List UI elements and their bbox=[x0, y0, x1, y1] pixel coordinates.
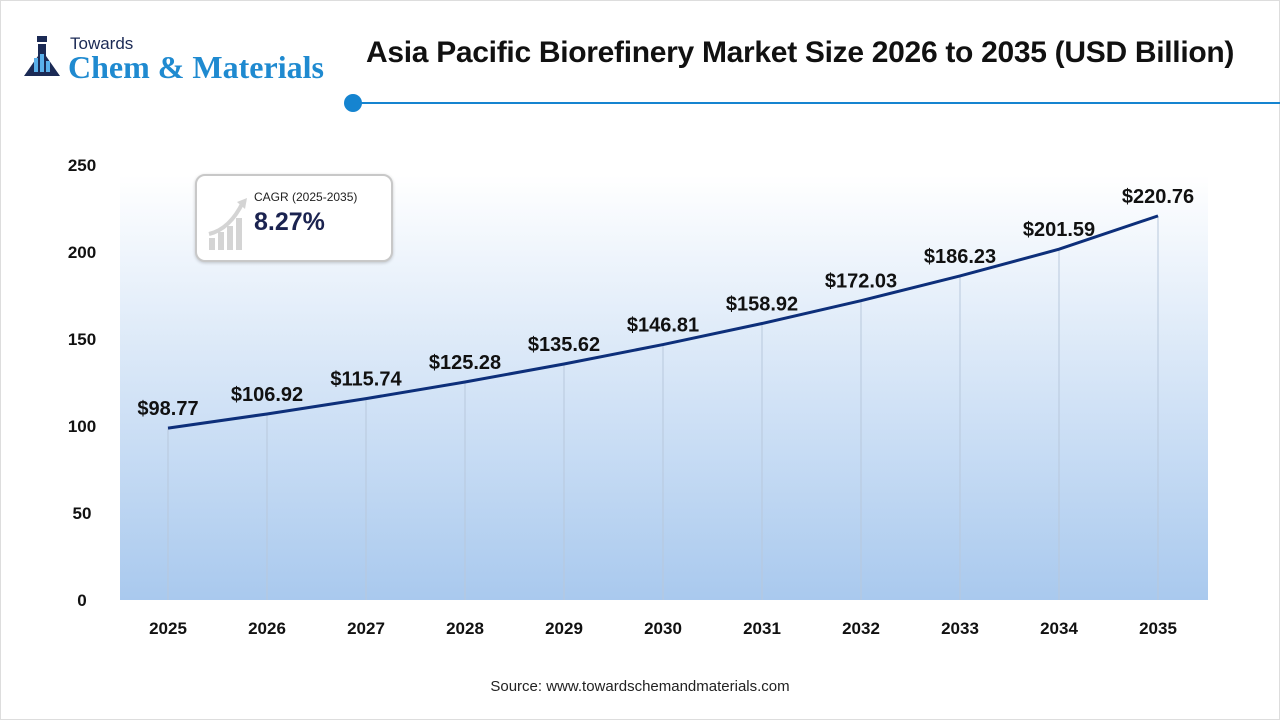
data-label: $125.28 bbox=[429, 352, 501, 374]
cagr-box: CAGR (2025-2035) 8.27% bbox=[195, 174, 393, 262]
y-tick-label: 50 bbox=[73, 504, 92, 523]
x-tick-label: 2033 bbox=[941, 619, 979, 638]
title-rule bbox=[352, 102, 1280, 104]
data-label: $186.23 bbox=[924, 246, 996, 268]
y-tick-label: 0 bbox=[77, 591, 86, 610]
x-tick-label: 2028 bbox=[446, 619, 484, 638]
x-tick-label: 2027 bbox=[347, 619, 385, 638]
data-label: $201.59 bbox=[1023, 219, 1095, 241]
series-line bbox=[167, 214, 1159, 430]
data-label: $146.81 bbox=[627, 315, 699, 337]
data-label: $172.03 bbox=[825, 271, 897, 293]
y-tick-label: 250 bbox=[68, 156, 96, 175]
x-tick-label: 2026 bbox=[248, 619, 286, 638]
x-tick-label: 2030 bbox=[644, 619, 682, 638]
x-tick-label: 2032 bbox=[842, 619, 880, 638]
cagr-value: 8.27% bbox=[254, 208, 325, 236]
logo-text-brand: Chem & Materials bbox=[68, 49, 324, 85]
x-tick-label: 2031 bbox=[743, 619, 781, 638]
x-tick-label: 2034 bbox=[1040, 619, 1078, 638]
x-tick-label: 2025 bbox=[149, 619, 187, 638]
cagr-label: CAGR (2025-2035) bbox=[254, 190, 358, 204]
logo-text-towards: Towards bbox=[70, 34, 134, 53]
data-label: $158.92 bbox=[726, 293, 798, 315]
x-tick-label: 2035 bbox=[1139, 619, 1177, 638]
growth-chart-icon bbox=[208, 198, 247, 250]
y-tick-label: 200 bbox=[68, 243, 96, 262]
x-tick-label: 2029 bbox=[545, 619, 583, 638]
data-label: $106.92 bbox=[231, 384, 303, 406]
data-label: $220.76 bbox=[1122, 186, 1194, 208]
data-label: $98.77 bbox=[137, 398, 198, 420]
y-tick-label: 150 bbox=[68, 330, 96, 349]
data-label: $115.74 bbox=[330, 369, 402, 391]
flask-icon bbox=[24, 36, 60, 76]
chart-title: Asia Pacific Biorefinery Market Size 202… bbox=[366, 36, 1235, 69]
source-note: Source: www.towardschemandmaterials.com bbox=[490, 678, 790, 695]
y-tick-label: 100 bbox=[68, 417, 96, 436]
data-label: $135.62 bbox=[528, 334, 600, 356]
